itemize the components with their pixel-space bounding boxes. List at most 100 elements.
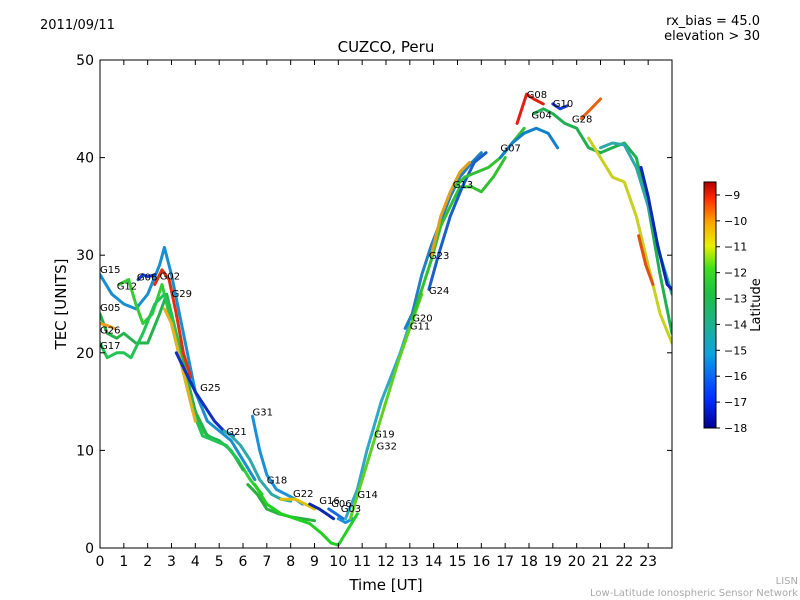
x-tick-label-3: 3	[167, 554, 176, 570]
satellite-label-1: G12	[117, 281, 137, 292]
satellite-label-16: G14	[357, 490, 377, 501]
series-line-g08-25	[515, 92, 545, 125]
x-tick-label-0: 0	[96, 554, 105, 570]
plot-frame	[99, 59, 673, 549]
satellite-label-13: G16	[319, 496, 339, 507]
series-line-g21-9	[222, 429, 293, 503]
colorbar-tick-label-4: −13	[724, 293, 747, 306]
x-tick-label-11: 11	[353, 554, 371, 570]
x-tick-label-6: 6	[239, 554, 248, 570]
series-line-g23-22	[429, 161, 471, 257]
colorbar-label: Latitude	[749, 278, 764, 332]
series-line-g15-0	[100, 245, 257, 482]
series-line-g30-31	[639, 165, 672, 291]
satellite-label-0: G15	[100, 265, 120, 276]
x-tick-label-8: 8	[286, 554, 295, 570]
x-tick-label-23: 23	[639, 554, 657, 570]
satellite-label-23: G13	[453, 180, 473, 191]
series-line-g10-27	[551, 102, 569, 111]
colorbar-tick-label-6: −15	[724, 344, 747, 357]
series-layer	[100, 92, 672, 547]
series-line-g08-14	[327, 507, 345, 521]
x-tick-label-14: 14	[425, 554, 443, 570]
x-tick-label-16: 16	[472, 554, 490, 570]
elevation-label: elevation > 30	[664, 29, 760, 44]
satellite-label-12: G22	[293, 489, 313, 500]
series-line-g17-4	[100, 292, 240, 462]
satellite-label-25: G08	[527, 90, 547, 101]
satellite-label-15: G03	[341, 504, 361, 515]
x-tick-label-10: 10	[329, 554, 347, 570]
x-tick-label-1: 1	[119, 554, 128, 570]
x-tick-label-15: 15	[449, 554, 467, 570]
series-line-g13-23	[453, 126, 526, 189]
y-axis: 0 10 20 30 40 50	[76, 53, 672, 557]
colorbar-tick-label-1: −10	[724, 215, 747, 228]
series-line-g29-7	[162, 307, 197, 423]
x-tick-label-18: 18	[520, 554, 538, 570]
colorbar-tick-label-2: −11	[724, 241, 747, 254]
satellite-label-9: G21	[226, 427, 246, 438]
satellite-label-18: G32	[377, 441, 397, 452]
satellite-label-10: G31	[253, 407, 273, 418]
colorbar-tick-label-5: −14	[724, 318, 747, 331]
satellite-label-22: G23	[429, 251, 449, 262]
x-tick-label-4: 4	[191, 554, 200, 570]
series-line-g20-20	[410, 156, 507, 321]
x-axis: 0 1 2 3 4 5 6 7 8 9 10 11 12 13 14 15 16 17 18 19 20 21 22 23	[96, 60, 657, 570]
colorbar	[703, 181, 717, 429]
satellite-label-17: G19	[374, 430, 394, 441]
colorbar-tick-label-8: −17	[724, 396, 747, 409]
rx-bias-label: rx_bias = 45.0	[666, 14, 760, 29]
series-line-g02-6	[153, 268, 193, 379]
series-line-g26-3	[100, 322, 116, 330]
satellite-label-4: G17	[100, 341, 120, 352]
satellite-label-8: G25	[200, 383, 220, 394]
series-line-g22-12	[279, 497, 316, 511]
series-line-g24-21	[427, 151, 488, 291]
series-line-g07-24	[498, 126, 560, 160]
x-tick-label-9: 9	[310, 554, 319, 570]
satellite-label-24: G07	[500, 144, 520, 155]
y-tick-label-0: 0	[85, 541, 94, 557]
x-tick-label-21: 21	[592, 554, 610, 570]
satellite-label-28: G28	[572, 115, 592, 126]
x-tick-label-7: 7	[262, 554, 271, 570]
x-tick-label-22: 22	[615, 554, 633, 570]
x-axis-label: Time [UT]	[348, 576, 422, 594]
footer-network-name: Low-Latitude Ionospheric Sensor Network	[590, 588, 798, 599]
series-line-g14-16	[253, 483, 359, 547]
colorbar-tick-label-0: −9	[724, 189, 740, 202]
series-line-g05-2	[100, 292, 245, 472]
satellite-label-2: G05	[100, 303, 120, 314]
colorbar-ticks: −9 −10 −11 −12 −13 −14 −15 −16 −17 −18	[716, 189, 747, 435]
series-line-g01-32	[637, 234, 655, 286]
satellite-label-3: G26	[100, 325, 120, 336]
series-line-g28-28	[579, 97, 602, 121]
x-tick-label-20: 20	[568, 554, 586, 570]
series-line-g09-29	[587, 136, 672, 345]
satellite-label-5: G06	[137, 273, 157, 284]
satellite-label-27: G10	[553, 99, 573, 110]
satellite-label-19: G20	[412, 314, 432, 325]
date-label: 2011/09/11	[40, 18, 115, 33]
y-tick-label-4: 40	[76, 151, 94, 167]
colorbar-tick-label-7: −16	[724, 370, 747, 383]
y-tick-label-1: 10	[76, 443, 94, 459]
satellite-label-14: G06	[331, 499, 351, 510]
series-line-g06-5	[136, 273, 157, 282]
satellite-label-26: G04	[531, 111, 551, 122]
series-line-g32-18	[348, 292, 424, 521]
satellite-label-6: G02	[160, 272, 180, 283]
x-tick-label-19: 19	[544, 554, 562, 570]
footer-lisn: LISN	[775, 576, 798, 587]
colorbar-tick-label-3: −12	[724, 267, 747, 280]
satellite-label-21: G24	[429, 286, 449, 297]
x-tick-label-5: 5	[215, 554, 224, 570]
y-tick-label-3: 30	[76, 248, 94, 264]
x-tick-label-2: 2	[143, 554, 152, 570]
y-axis-label: TEC [UNITS]	[52, 259, 70, 351]
x-tick-label-12: 12	[377, 554, 395, 570]
